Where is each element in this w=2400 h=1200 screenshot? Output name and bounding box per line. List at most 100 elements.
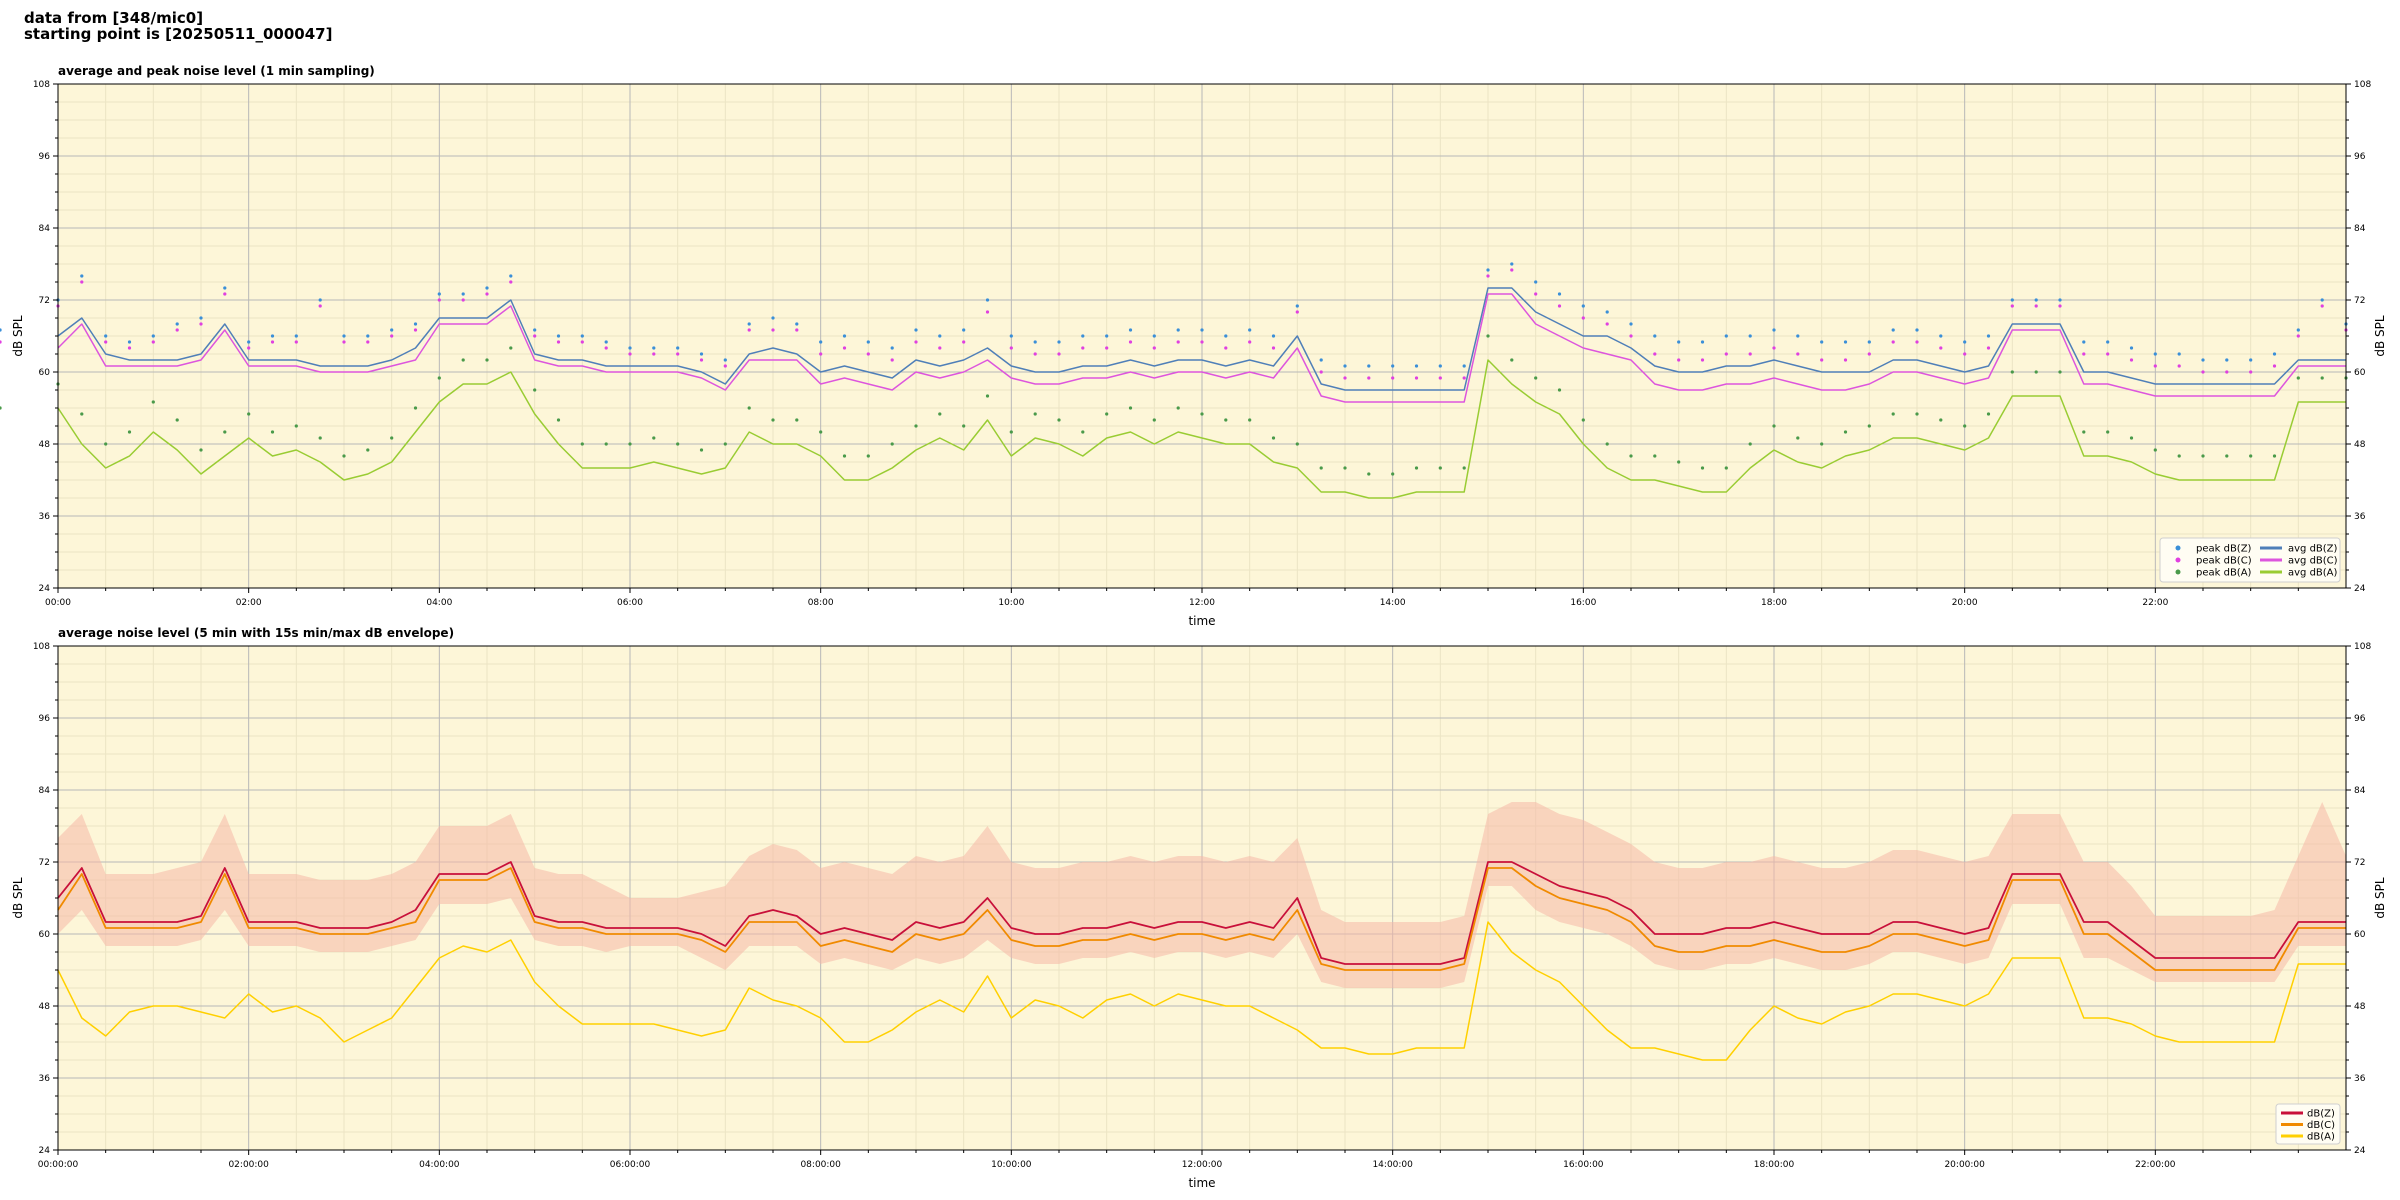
data-point: [294, 334, 298, 338]
data-point: [747, 328, 751, 332]
data-point: [2106, 340, 2110, 344]
series-line-avg-db-c-: [57, 293, 2346, 403]
data-point: [342, 334, 346, 338]
data-point: [437, 298, 441, 302]
data-point: [1915, 412, 1919, 416]
data-point: [1772, 328, 1776, 332]
data-point: [1963, 352, 1967, 356]
legend-label: avg dB(A): [2288, 568, 2338, 579]
data-point: [151, 340, 155, 344]
data-point: [2129, 358, 2134, 362]
legend: peak dB(Z)peak dB(C)peak dB(A)avg dB(Z)a…: [2159, 537, 2341, 583]
x-tick-label: 20:00: [1952, 598, 1978, 608]
x-tick-label: 06:00: [617, 598, 643, 608]
data-point: [1510, 268, 1514, 272]
data-point: [413, 328, 418, 332]
data-point: [1105, 334, 1109, 338]
data-point: [938, 334, 942, 338]
legend-marker: [2175, 569, 2181, 575]
data-point: [533, 388, 537, 392]
data-point: [1677, 358, 1681, 362]
data-point: [2153, 448, 2157, 452]
data-point: [652, 352, 656, 356]
data-point: [652, 346, 656, 350]
data-point: [1414, 376, 1419, 380]
data-point: [580, 334, 584, 338]
data-point: [1152, 346, 1156, 350]
data-point: [1009, 334, 1013, 338]
legend-label: dB(C): [2307, 1120, 2335, 1131]
data-point: [1581, 418, 1585, 422]
data-point: [1700, 340, 1705, 344]
data-point: [723, 442, 727, 446]
data-point: [1748, 334, 1752, 338]
data-point: [890, 346, 894, 350]
data-point: [2010, 370, 2014, 374]
data-point: [1557, 388, 1562, 392]
data-point: [2201, 370, 2205, 374]
data-point: [1438, 376, 1442, 380]
data-point: [1414, 466, 1419, 470]
data-point: [1343, 466, 1347, 470]
data-point: [1772, 424, 1776, 428]
header-source-line: data from [348/mic0]: [24, 9, 204, 27]
data-point: [1581, 316, 1585, 320]
y-tick-label: 36: [39, 512, 51, 522]
data-point: [866, 454, 870, 458]
data-point: [1843, 430, 1848, 434]
data-point: [509, 280, 513, 284]
data-point: [461, 298, 465, 302]
panel-title: average noise level (5 min with 15s min/…: [58, 626, 454, 640]
data-point: [270, 334, 275, 338]
data-point: [199, 322, 203, 326]
data-point: [390, 328, 394, 332]
data-point: [2249, 370, 2253, 374]
data-point: [80, 412, 84, 416]
data-point: [104, 334, 108, 338]
data-point: [461, 292, 465, 296]
data-point: [80, 274, 84, 278]
data-point: [2249, 358, 2253, 362]
x-tick-label: 02:00:00: [228, 1160, 269, 1170]
data-point: [1319, 358, 1323, 362]
data-point: [795, 328, 799, 332]
x-tick-label: 04:00: [426, 598, 452, 608]
data-point: [294, 340, 298, 344]
data-point: [247, 340, 251, 344]
y-tick-label: 24: [39, 584, 51, 594]
data-point: [2272, 454, 2277, 458]
data-point: [2296, 376, 2300, 380]
data-point: [985, 394, 990, 398]
y-axis-label: dB SPL: [11, 315, 25, 357]
data-point: [1081, 334, 1085, 338]
data-point: [914, 424, 918, 428]
data-point: [962, 328, 966, 332]
x-tick-label: 12:00: [1189, 598, 1215, 608]
data-point: [318, 304, 322, 308]
data-point: [652, 436, 656, 440]
data-point: [2082, 352, 2086, 356]
data-point: [223, 430, 227, 434]
y-tick-label: 60: [39, 930, 51, 940]
data-point: [723, 358, 727, 362]
data-point: [0, 328, 2, 332]
chart-panel-1: 00:00 02:00 04:00 06:00 08:00 10:00 12:00 14:00…: [0, 64, 2387, 628]
data-point: [1200, 328, 1204, 332]
data-point: [1486, 274, 1490, 278]
data-point: [2225, 358, 2229, 362]
data-point: [771, 418, 775, 422]
data-point: [342, 454, 346, 458]
data-point: [1295, 304, 1299, 308]
y-tick-label-right: 108: [2354, 642, 2371, 652]
data-point: [819, 352, 823, 356]
x-tick-label: 22:00:00: [2135, 1160, 2176, 1170]
y-axis-label-right: dB SPL: [2373, 315, 2387, 357]
data-point: [80, 280, 84, 284]
data-point: [1748, 352, 1752, 356]
legend-label: peak dB(C): [2196, 556, 2252, 567]
data-point: [1105, 346, 1109, 350]
y-tick-label-right: 60: [2354, 368, 2366, 378]
data-point: [1128, 328, 1133, 332]
y-tick-label-right: 96: [2354, 152, 2366, 162]
